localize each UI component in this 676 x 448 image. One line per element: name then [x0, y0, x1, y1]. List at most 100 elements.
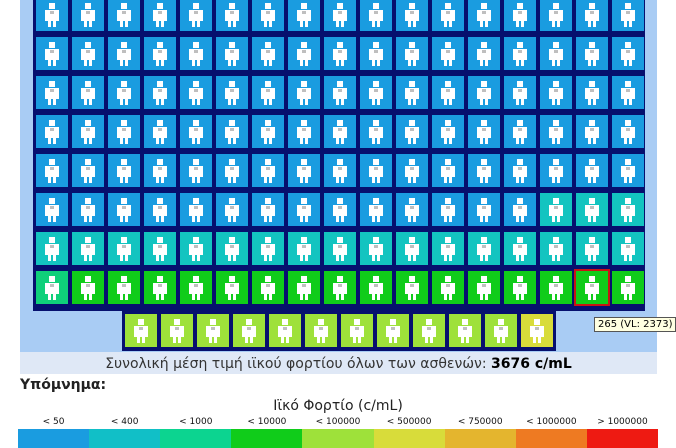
- patient-cell[interactable]: [324, 154, 356, 187]
- patient-cell[interactable]: [180, 0, 212, 31]
- patient-cell[interactable]: [216, 154, 248, 187]
- patient-cell[interactable]: [72, 115, 104, 148]
- patient-cell[interactable]: [108, 193, 140, 226]
- patient-cell[interactable]: [324, 0, 356, 31]
- patient-cell[interactable]: [468, 193, 500, 226]
- patient-cell[interactable]: [468, 232, 500, 265]
- patient-cell[interactable]: [612, 115, 644, 148]
- patient-cell[interactable]: [216, 271, 248, 304]
- patient-cell[interactable]: [324, 37, 356, 70]
- patient-cell[interactable]: [576, 0, 608, 31]
- patient-cell[interactable]: [360, 0, 392, 31]
- patient-cell[interactable]: [612, 271, 644, 304]
- patient-cell[interactable]: [72, 0, 104, 31]
- patient-cell[interactable]: [72, 193, 104, 226]
- patient-cell[interactable]: [612, 76, 644, 109]
- patient-cell[interactable]: [144, 232, 176, 265]
- patient-cell[interactable]: [396, 232, 428, 265]
- patient-cell[interactable]: [72, 271, 104, 304]
- patient-cell[interactable]: [468, 115, 500, 148]
- patient-cell[interactable]: [180, 37, 212, 70]
- patient-cell[interactable]: [432, 154, 464, 187]
- patient-cell[interactable]: [288, 76, 320, 109]
- patient-cell[interactable]: [144, 115, 176, 148]
- patient-cell[interactable]: [504, 271, 536, 304]
- patient-cell[interactable]: [540, 37, 572, 70]
- patient-cell[interactable]: [396, 76, 428, 109]
- patient-cell[interactable]: [180, 232, 212, 265]
- patient-cell[interactable]: [468, 154, 500, 187]
- patient-cell[interactable]: [576, 115, 608, 148]
- patient-cell[interactable]: [36, 193, 68, 226]
- patient-cell[interactable]: [252, 271, 284, 304]
- patient-cell[interactable]: [504, 0, 536, 31]
- patient-cell[interactable]: [432, 37, 464, 70]
- patient-cell[interactable]: [521, 314, 553, 347]
- patient-cell[interactable]: [233, 314, 265, 347]
- patient-cell[interactable]: [540, 154, 572, 187]
- patient-cell[interactable]: [36, 0, 68, 31]
- patient-cell[interactable]: [161, 314, 193, 347]
- patient-cell[interactable]: [504, 232, 536, 265]
- patient-cell[interactable]: [144, 271, 176, 304]
- patient-cell[interactable]: [180, 76, 212, 109]
- patient-cell[interactable]: [108, 232, 140, 265]
- patient-cell[interactable]: [197, 314, 229, 347]
- patient-cell[interactable]: [305, 314, 337, 347]
- patient-cell[interactable]: [252, 115, 284, 148]
- patient-cell[interactable]: [396, 115, 428, 148]
- patient-cell[interactable]: [108, 154, 140, 187]
- patient-cell[interactable]: [72, 37, 104, 70]
- patient-cell[interactable]: [252, 37, 284, 70]
- patient-cell[interactable]: [288, 271, 320, 304]
- patient-cell[interactable]: [540, 0, 572, 31]
- patient-cell[interactable]: [360, 154, 392, 187]
- patient-cell[interactable]: [540, 115, 572, 148]
- patient-cell[interactable]: [360, 76, 392, 109]
- patient-cell[interactable]: [324, 232, 356, 265]
- patient-cell[interactable]: [216, 76, 248, 109]
- patient-cell[interactable]: [432, 232, 464, 265]
- patient-cell[interactable]: [36, 154, 68, 187]
- patient-cell[interactable]: [108, 0, 140, 31]
- patient-cell[interactable]: [576, 37, 608, 70]
- patient-cell[interactable]: [432, 115, 464, 148]
- patient-cell[interactable]: [288, 154, 320, 187]
- patient-cell[interactable]: [504, 193, 536, 226]
- patient-cell[interactable]: [396, 0, 428, 31]
- patient-cell[interactable]: [612, 0, 644, 31]
- patient-cell[interactable]: [125, 314, 157, 347]
- patient-cell[interactable]: [216, 0, 248, 31]
- patient-cell[interactable]: [540, 76, 572, 109]
- patient-cell[interactable]: [144, 37, 176, 70]
- patient-cell[interactable]: [612, 232, 644, 265]
- patient-cell[interactable]: [216, 115, 248, 148]
- patient-cell[interactable]: [504, 154, 536, 187]
- patient-cell[interactable]: [324, 271, 356, 304]
- patient-cell[interactable]: [468, 0, 500, 31]
- patient-cell[interactable]: [324, 76, 356, 109]
- patient-cell[interactable]: [540, 232, 572, 265]
- patient-cell[interactable]: [180, 154, 212, 187]
- patient-cell[interactable]: [485, 314, 517, 347]
- patient-cell[interactable]: [449, 314, 481, 347]
- patient-cell[interactable]: [360, 271, 392, 304]
- patient-cell[interactable]: [288, 193, 320, 226]
- patient-cell[interactable]: [396, 271, 428, 304]
- patient-cell[interactable]: [36, 115, 68, 148]
- patient-cell[interactable]: [144, 0, 176, 31]
- patient-cell[interactable]: [504, 37, 536, 70]
- patient-cell[interactable]: [432, 76, 464, 109]
- patient-cell[interactable]: [574, 269, 610, 306]
- patient-cell[interactable]: [432, 271, 464, 304]
- patient-cell[interactable]: [180, 193, 212, 226]
- patient-cell[interactable]: [108, 37, 140, 70]
- patient-cell[interactable]: [432, 0, 464, 31]
- patient-cell[interactable]: [576, 154, 608, 187]
- patient-cell[interactable]: [108, 76, 140, 109]
- patient-cell[interactable]: [144, 76, 176, 109]
- patient-cell[interactable]: [396, 193, 428, 226]
- patient-cell[interactable]: [432, 193, 464, 226]
- patient-cell[interactable]: [468, 76, 500, 109]
- patient-cell[interactable]: [504, 115, 536, 148]
